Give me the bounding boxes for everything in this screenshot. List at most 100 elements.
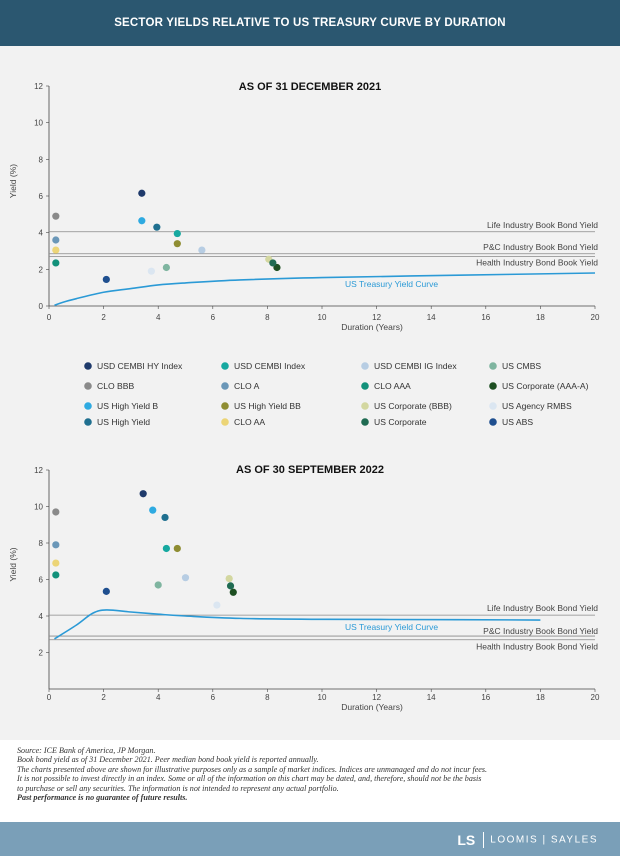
data-point <box>181 574 190 582</box>
legend-label: USD CEMBI HY Index <box>97 361 183 371</box>
legend-label: US High Yield <box>97 417 150 427</box>
x-tick-label: 12 <box>372 313 381 322</box>
chart-title: AS OF 31 DECEMBER 2021 <box>239 81 381 93</box>
legend-marker-icon <box>84 362 92 370</box>
footnote-disclaimer: Past performance is no guarantee of futu… <box>17 793 188 803</box>
x-tick-label: 12 <box>372 693 381 702</box>
footnotes: Source: ICE Bank of America, JP Morgan. … <box>17 746 607 802</box>
x-tick-label: 20 <box>591 313 600 322</box>
chart-panel: AS OF 31 DECEMBER 2021 0 2 4 6 8 10 12 14 16 18 20 0… <box>0 46 620 740</box>
data-point <box>225 574 233 583</box>
footnote-line: It is not possible to invest directly in… <box>17 774 482 784</box>
data-point <box>52 541 60 549</box>
x-tick-label: 16 <box>481 693 490 702</box>
x-tick-label: 0 <box>47 313 52 322</box>
legend-marker-icon <box>489 362 497 370</box>
x-tick-label: 20 <box>591 693 600 702</box>
brand-logo: LS LOOMIS | SAYLES <box>457 832 598 848</box>
legend-marker-icon <box>489 382 497 390</box>
legend-marker-icon <box>84 402 92 410</box>
y-tick-label: 12 <box>34 466 43 475</box>
legend-label: US Corporate (AAA-A) <box>502 381 589 391</box>
data-point <box>273 263 281 272</box>
data-point <box>52 508 60 516</box>
legend-label: CLO BBB <box>97 381 135 391</box>
legend-marker-icon <box>221 418 229 426</box>
y-tick-label: 10 <box>34 503 43 512</box>
legend-marker-icon <box>221 382 229 390</box>
legend-marker-icon <box>361 418 369 426</box>
y-tick-label: 6 <box>39 576 44 585</box>
treasury-curve-label: US Treasury Yield Curve <box>345 622 438 632</box>
data-point <box>153 223 161 231</box>
legend-label: US Corporate (BBB) <box>374 401 452 411</box>
legend-label: CLO AA <box>234 417 265 427</box>
legend-marker-icon <box>221 402 229 410</box>
data-point <box>213 601 221 609</box>
data-point <box>138 217 146 225</box>
y-tick-label: 0 <box>39 302 44 311</box>
data-point <box>138 189 146 197</box>
x-axis-label: Duration (Years) <box>341 322 403 332</box>
data-point <box>52 236 60 244</box>
data-point <box>226 582 235 590</box>
y-tick-label: 8 <box>39 155 44 164</box>
x-tick-label: 2 <box>101 693 106 702</box>
data-point <box>52 259 60 267</box>
data-point <box>173 240 181 248</box>
y-axis-label: Yield (%) <box>8 164 18 198</box>
data-point <box>102 275 110 284</box>
legend-label: US High Yield B <box>97 401 158 411</box>
legend-marker-icon <box>361 382 369 390</box>
legend-label: US CMBS <box>502 361 541 371</box>
reference-line-label: P&C Industry Book Bond Yield <box>483 242 598 252</box>
data-point <box>162 263 170 272</box>
x-tick-label: 8 <box>265 313 270 322</box>
page-footer: LS LOOMIS | SAYLES <box>0 822 620 856</box>
legend-label: US Corporate <box>374 417 427 427</box>
treasury-curve-line <box>54 272 596 307</box>
footnote-line: The charts presented above are shown for… <box>17 764 488 774</box>
legend-marker-icon <box>489 418 497 426</box>
chart-dec-2021: AS OF 31 DECEMBER 2021 0 2 4 6 8 10 12 14 16 18 20 0… <box>8 81 600 332</box>
legend-marker-icon <box>221 362 229 370</box>
x-tick-label: 6 <box>211 693 216 702</box>
y-tick-label: 2 <box>39 649 44 658</box>
legend-label: CLO A <box>234 381 260 391</box>
chart-sep-2022: AS OF 30 SEPTEMBER 2022 0 2 4 6 8 10 12 14 16 18 20… <box>8 464 600 712</box>
data-point <box>102 587 110 595</box>
x-tick-label: 0 <box>47 693 52 702</box>
x-tick-label: 14 <box>427 693 436 702</box>
data-point <box>161 513 169 522</box>
reference-line-label: Life Industry Book Bond Yield <box>487 220 598 230</box>
footnote-source: Source: ICE Bank of America, JP Morgan. <box>17 746 156 755</box>
x-tick-label: 10 <box>318 313 327 322</box>
data-point <box>198 246 206 254</box>
x-tick-label: 8 <box>265 693 270 702</box>
x-tick-label: 6 <box>211 313 216 322</box>
x-tick-label: 16 <box>481 313 490 322</box>
logo-mark-icon: LS <box>457 832 476 848</box>
reference-line-label: Health Industry Book Bond Yield <box>476 642 598 652</box>
x-tick-label: 4 <box>156 693 161 702</box>
legend-label: USD CEMBI Index <box>234 361 306 371</box>
y-tick-label: 10 <box>34 119 43 128</box>
legend-label: CLO AAA <box>374 381 411 391</box>
x-tick-label: 18 <box>536 313 545 322</box>
legend-marker-icon <box>84 382 92 390</box>
treasury-curve-line <box>54 609 541 640</box>
footnote-line: Book bond yield as of 31 December 2021. … <box>17 755 319 765</box>
y-tick-label: 12 <box>34 82 43 91</box>
x-tick-label: 4 <box>156 313 161 322</box>
chart-title: AS OF 30 SEPTEMBER 2022 <box>236 464 384 476</box>
page-title: SECTOR YIELDS RELATIVE TO US TREASURY CU… <box>114 17 506 29</box>
reference-line-label: Health Industry Bond Book Yield <box>476 258 598 268</box>
x-tick-label: 10 <box>318 693 327 702</box>
legend-label: US ABS <box>502 417 533 427</box>
y-tick-label: 4 <box>39 229 44 238</box>
legend-label: US High Yield BB <box>234 401 301 411</box>
data-point <box>52 571 60 579</box>
data-point <box>52 246 60 254</box>
logo-divider <box>483 832 485 848</box>
